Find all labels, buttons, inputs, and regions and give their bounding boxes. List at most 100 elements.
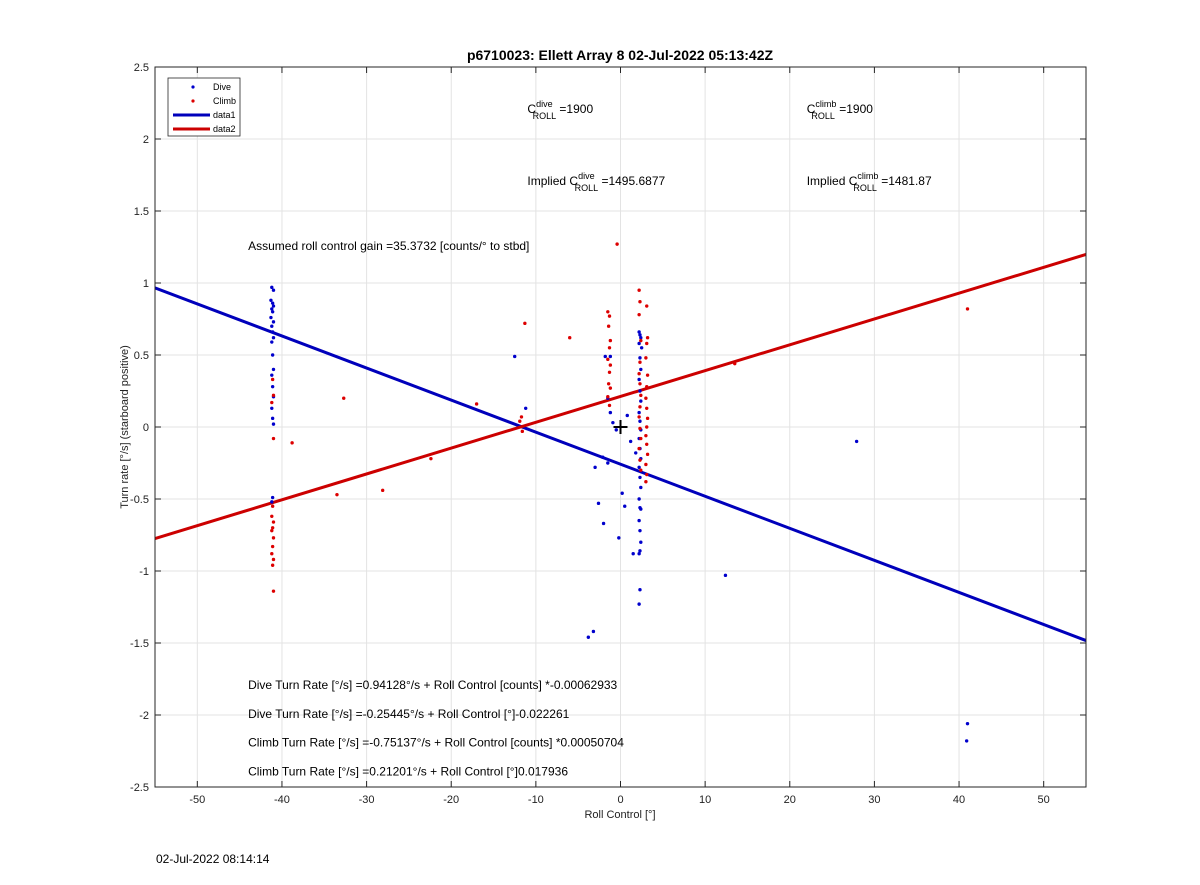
data-point-climb xyxy=(271,589,276,593)
data-point-dive xyxy=(639,485,643,490)
data-point-dive xyxy=(601,455,605,459)
annotation-subscript: ROLL xyxy=(533,111,557,121)
data-point-dive xyxy=(270,384,275,389)
data-point-dive xyxy=(634,451,638,455)
data-point-climb xyxy=(607,314,612,318)
data-point-climb xyxy=(644,433,648,438)
data-point-climb xyxy=(380,488,385,493)
data-point-dive xyxy=(617,536,621,540)
data-point-dive xyxy=(964,739,969,743)
y-tick-label: 0.5 xyxy=(134,350,149,362)
x-tick-label: 50 xyxy=(1038,794,1050,806)
data-point-climb xyxy=(645,341,649,346)
x-tick-label: 30 xyxy=(868,794,880,806)
data-point-dive xyxy=(639,367,643,372)
chart-title: p6710023: Ellett Array 8 02-Jul-2022 05:… xyxy=(467,47,774,63)
data-point-climb xyxy=(271,520,276,524)
annotation-implied_climb: Implied Cclimb ROLL =1481.87 xyxy=(807,171,932,193)
data-point-dive xyxy=(638,549,642,553)
y-tick-label: 2.5 xyxy=(134,62,149,74)
annotation-prefix: Implied C xyxy=(527,174,578,188)
data-point-climb xyxy=(645,304,649,308)
y-tick-label: -1.5 xyxy=(130,638,149,650)
legend-dive-label: Dive xyxy=(213,82,231,92)
data-point-dive xyxy=(623,504,627,508)
data-point-dive xyxy=(614,428,618,432)
data-point-climb xyxy=(606,310,610,314)
legend-climb-label: Climb xyxy=(213,96,236,106)
data-point-dive xyxy=(854,439,859,444)
annotation-eq3: Climb Turn Rate [°/s] =-0.75137°/s + Rol… xyxy=(248,736,624,750)
data-point-dive xyxy=(638,588,642,592)
legend-data2-label: data2 xyxy=(213,124,236,134)
axis-ticks: -50 -40 -30 -20 -10 0 10 20 30 40 50-2.5-2-1.5-1-0… xyxy=(130,62,1086,806)
x-tick-label: -10 xyxy=(528,794,544,806)
data-point-dive xyxy=(620,491,624,495)
data-point-dive xyxy=(639,399,643,403)
data-point-climb xyxy=(608,363,613,367)
data-point-climb xyxy=(474,402,479,406)
y-tick-label: 0 xyxy=(143,422,149,434)
data-point-climb xyxy=(644,356,648,360)
legend-dive-marker xyxy=(191,85,195,89)
annotation-eq1: Dive Turn Rate [°/s] =0.94128°/s + Roll … xyxy=(248,678,617,692)
data-point-dive xyxy=(270,285,274,290)
data-point-dive xyxy=(639,507,643,511)
data-point-climb xyxy=(342,396,346,400)
data-point-dive xyxy=(591,629,596,634)
annotation-value: =1900 xyxy=(836,102,873,116)
data-point-climb xyxy=(638,382,642,386)
data-point-dive xyxy=(270,310,275,314)
annotation-subscript: ROLL xyxy=(853,183,877,193)
data-point-dive xyxy=(271,320,276,324)
data-point-climb xyxy=(644,396,648,400)
markers xyxy=(613,420,628,434)
annotation-eq4: Climb Turn Rate [°/s] =0.21201°/s + Roll… xyxy=(248,764,568,778)
data-point-climb xyxy=(965,307,970,311)
data-point-climb xyxy=(270,504,275,508)
data-point-dive xyxy=(601,521,606,526)
data-point-dive xyxy=(965,721,970,726)
data-point-dive xyxy=(625,413,629,418)
data-point-climb xyxy=(270,528,274,533)
data-point-dive xyxy=(593,465,597,470)
annotation-prefix: Implied C xyxy=(807,174,858,188)
y-tick-label: -2.5 xyxy=(130,782,149,794)
annotation-superscript: climb xyxy=(857,171,878,181)
series-line-data2 xyxy=(155,252,1086,540)
data-point-climb xyxy=(645,452,650,457)
data-point-climb xyxy=(606,395,610,399)
x-tick-label: 0 xyxy=(617,794,623,806)
annotation-subscript: ROLL xyxy=(811,111,835,121)
data-point-dive xyxy=(270,330,275,334)
data-point-climb xyxy=(271,557,276,562)
data-point-dive xyxy=(638,356,642,360)
data-point-climb xyxy=(639,436,643,441)
data-point-climb xyxy=(270,514,274,518)
data-point-dive xyxy=(638,333,642,337)
annotation-superscript: dive xyxy=(536,99,553,109)
data-point-climb xyxy=(608,338,613,343)
print-timestamp: 02-Jul-2022 08:14:14 xyxy=(156,852,270,866)
data-point-climb xyxy=(615,242,619,246)
data-point-dive xyxy=(270,406,274,410)
data-point-dive xyxy=(270,416,275,421)
data-point-climb xyxy=(638,300,642,304)
annotation-prefix: C xyxy=(527,102,536,116)
data-point-dive xyxy=(271,288,276,292)
plot-area xyxy=(155,242,1086,743)
data-point-climb xyxy=(637,372,641,376)
data-point-climb xyxy=(644,480,648,484)
data-point-climb xyxy=(270,563,275,567)
data-point-climb xyxy=(271,536,276,540)
data-point-dive xyxy=(637,377,641,382)
annotation-eq2: Dive Turn Rate [°/s] =-0.25445°/s + Roll… xyxy=(248,707,570,721)
data-point-dive xyxy=(270,495,275,500)
x-axis-label: Roll Control [°] xyxy=(584,809,655,821)
data-point-dive xyxy=(637,602,641,606)
data-point-dive xyxy=(271,367,276,372)
data-point-climb xyxy=(606,324,611,328)
data-point-climb xyxy=(518,419,522,423)
data-point-climb xyxy=(645,336,650,340)
data-point-climb xyxy=(639,393,643,398)
